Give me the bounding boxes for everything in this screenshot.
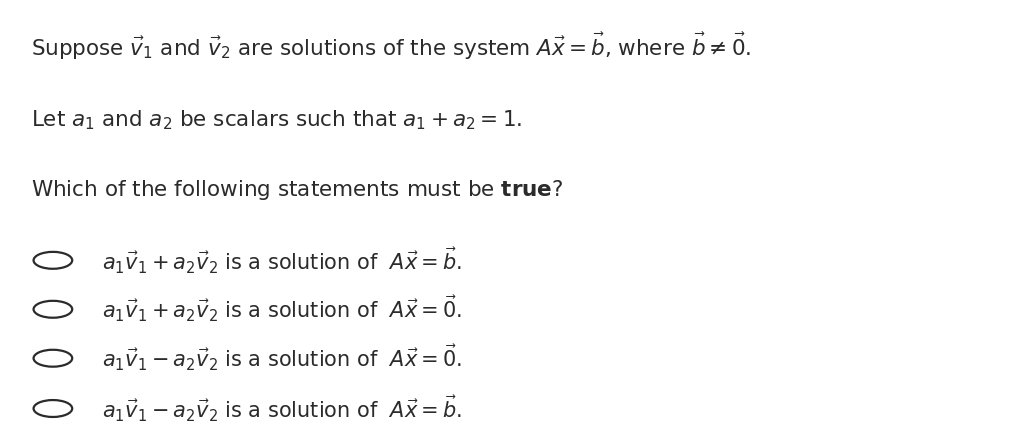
Text: Let $a_1$ and $a_2$ be scalars such that $a_1 + a_2 = 1$.: Let $a_1$ and $a_2$ be scalars such that… bbox=[31, 108, 522, 132]
Text: Suppose $\vec{v}_1$ and $\vec{v}_2$ are solutions of the system $A\vec{x} = \vec: Suppose $\vec{v}_1$ and $\vec{v}_2$ are … bbox=[31, 31, 751, 62]
Text: Which of the following statements must be $\mathbf{true}$?: Which of the following statements must b… bbox=[31, 178, 563, 202]
Text: $a_1\vec{v}_1 - a_2\vec{v}_2$ is a solution of  $A\vec{x} = \vec{0}$.: $a_1\vec{v}_1 - a_2\vec{v}_2$ is a solut… bbox=[102, 343, 462, 373]
Text: $a_1\vec{v}_1 - a_2\vec{v}_2$ is a solution of  $A\vec{x} = \vec{b}$.: $a_1\vec{v}_1 - a_2\vec{v}_2$ is a solut… bbox=[102, 393, 462, 424]
Text: $a_1\vec{v}_1 + a_2\vec{v}_2$ is a solution of  $A\vec{x} = \vec{b}$.: $a_1\vec{v}_1 + a_2\vec{v}_2$ is a solut… bbox=[102, 245, 462, 275]
Text: $a_1\vec{v}_1 + a_2\vec{v}_2$ is a solution of  $A\vec{x} = \vec{0}$.: $a_1\vec{v}_1 + a_2\vec{v}_2$ is a solut… bbox=[102, 294, 462, 324]
